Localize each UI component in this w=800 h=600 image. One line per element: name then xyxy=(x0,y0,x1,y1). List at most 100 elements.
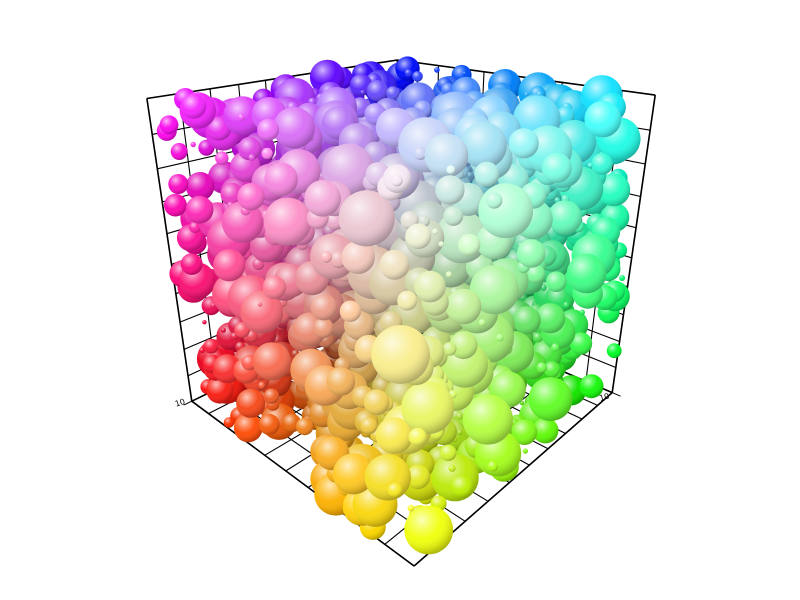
axis-ticks: 10 10 xyxy=(174,391,621,409)
sphere-shading xyxy=(524,92,529,97)
sphere-shading xyxy=(212,354,242,384)
sphere-shading xyxy=(619,275,626,281)
sphere-shading xyxy=(220,327,226,333)
sphere-shading xyxy=(223,417,235,428)
sphere-shading xyxy=(203,338,219,354)
sphere-shading xyxy=(443,206,464,226)
sphere-shading xyxy=(341,240,375,274)
sphere-shading xyxy=(457,429,463,436)
sphere-shading xyxy=(516,239,546,268)
sphere-shading xyxy=(528,377,573,422)
sphere-shading xyxy=(541,152,572,183)
sphere-shading xyxy=(273,106,315,149)
sphere-shading xyxy=(486,192,503,209)
sphere-shading xyxy=(551,343,560,352)
sphere-shading xyxy=(237,113,245,121)
sphere-shading xyxy=(236,388,266,418)
sphere-shading xyxy=(185,195,214,224)
sphere-shading xyxy=(264,162,298,197)
sphere-shading xyxy=(532,332,543,343)
sphere-shading xyxy=(413,147,427,160)
sphere-shading xyxy=(360,417,378,435)
sphere-shading xyxy=(379,249,410,280)
sphere-shading xyxy=(474,161,500,187)
sphere-shading xyxy=(445,271,452,278)
sphere-shading xyxy=(445,288,482,325)
sphere-shading xyxy=(349,73,373,96)
scatter-points xyxy=(156,56,641,555)
sphere-shading xyxy=(448,464,456,472)
sphere-shading xyxy=(462,71,467,76)
sphere-shading xyxy=(478,319,486,326)
sphere-shading xyxy=(258,413,280,435)
sphere-shading xyxy=(442,341,457,356)
sphere-shading xyxy=(508,128,539,159)
sphere-shading xyxy=(412,71,423,82)
sphere-shading xyxy=(168,174,189,194)
sphere-shading xyxy=(221,201,264,243)
sphere-shading xyxy=(326,367,356,396)
sphere-shading xyxy=(438,241,445,247)
sphere-shading xyxy=(366,80,388,102)
sphere-shading xyxy=(543,361,561,378)
sphere-shading xyxy=(579,374,604,399)
sphere-shading xyxy=(440,444,457,461)
sphere-shading xyxy=(185,172,215,201)
sphere-shading xyxy=(434,67,440,73)
sphere-shading xyxy=(360,90,365,95)
sphere-shading xyxy=(408,427,427,446)
sphere-shading xyxy=(512,306,541,335)
sphere-shading xyxy=(496,333,504,342)
sphere-shading xyxy=(263,197,312,246)
x-axis-max-tick-label: 10 xyxy=(174,397,186,409)
sphere-shading xyxy=(446,165,456,175)
sphere-shading xyxy=(460,122,507,169)
sphere-shading xyxy=(215,151,229,165)
sphere-shading xyxy=(338,190,395,247)
sphere-shading xyxy=(164,193,187,217)
sphere-shading xyxy=(258,381,266,389)
sphere-shading xyxy=(390,174,403,187)
sphere-shading xyxy=(386,86,400,100)
sphere-shading xyxy=(556,106,575,125)
sphere-shading xyxy=(257,302,263,307)
sphere-shading xyxy=(180,253,203,275)
sphere-shading xyxy=(407,504,415,512)
sphere-shading xyxy=(387,482,403,498)
sphere-shading xyxy=(397,290,418,311)
sphere-shading xyxy=(455,412,464,420)
sphere-shading xyxy=(202,320,207,325)
sphere-shading xyxy=(424,133,469,178)
sphere-shading xyxy=(190,141,196,148)
y-axis-max-tick-label: 10 xyxy=(598,391,610,403)
sphere-shading xyxy=(450,475,473,498)
sphere-shading xyxy=(189,221,201,233)
sphere-shading xyxy=(462,394,513,445)
sphere-shading xyxy=(545,271,567,293)
sphere-shading xyxy=(522,448,528,454)
sphere-shading xyxy=(569,332,593,355)
sphere-shading xyxy=(252,342,291,381)
sphere-shading xyxy=(170,143,188,160)
sphere-shading xyxy=(199,347,206,354)
sphere-shading xyxy=(404,505,454,555)
sphere-shading xyxy=(304,180,342,217)
sphere-shading xyxy=(563,301,570,308)
sphere-shading xyxy=(332,453,374,495)
sphere-shading xyxy=(511,419,538,446)
sphere-shading xyxy=(233,413,263,443)
sphere-shading xyxy=(263,388,280,404)
sphere-shading xyxy=(435,175,465,205)
sphere-shading xyxy=(320,251,332,263)
sphere-shading xyxy=(213,249,246,282)
sphere-shading xyxy=(458,233,481,256)
sphere-shading xyxy=(257,118,280,141)
sphere-shading xyxy=(469,265,519,315)
sphere-shading xyxy=(248,154,256,161)
sphere-shading xyxy=(597,173,631,207)
sphere-shading xyxy=(547,200,582,235)
sphere-shading xyxy=(487,460,499,472)
tick-marks xyxy=(183,392,621,406)
sphere-shading xyxy=(371,325,430,384)
